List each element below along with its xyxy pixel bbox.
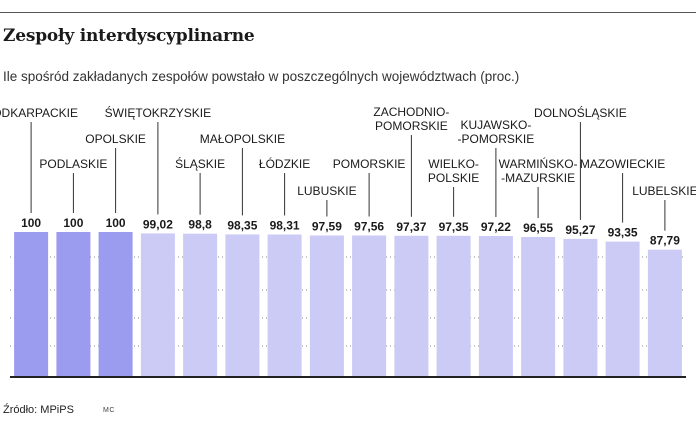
bar — [309, 235, 344, 377]
value-label: 99,02 — [143, 217, 173, 231]
bar — [98, 232, 133, 377]
value-label: 97,56 — [354, 220, 384, 234]
bar — [478, 236, 513, 377]
category-label: ŚWIĘTOKRZYSKIE — [105, 105, 211, 120]
category-label: LUBELSKIE — [632, 184, 696, 198]
category-label: -POMORSKIE — [458, 132, 535, 146]
category-label: PODLASKIE — [39, 157, 107, 171]
value-label: 97,37 — [396, 220, 426, 234]
category-label: MAZOWIECKIE — [580, 157, 665, 171]
value-label: 100 — [106, 216, 126, 230]
category-label: WARMIŃSKO- — [499, 156, 578, 171]
value-label: 87,79 — [650, 234, 680, 248]
bar — [183, 233, 218, 377]
bar — [521, 237, 556, 377]
bar — [14, 232, 49, 377]
value-label: 97,35 — [439, 220, 469, 234]
bar — [436, 235, 471, 377]
author-credit: MC — [103, 407, 115, 414]
bar — [56, 232, 91, 377]
category-label: -MAZURSKIE — [501, 171, 575, 185]
category-label: ZACHODNIO- — [373, 105, 449, 119]
bar — [605, 241, 640, 377]
value-label: 96,55 — [523, 221, 553, 235]
category-label: ŚLĄSKIE — [175, 156, 225, 171]
top-rule — [0, 12, 696, 13]
value-label: 100 — [63, 216, 83, 230]
leader-lines — [30, 122, 666, 231]
bar — [267, 234, 302, 377]
value-labels: 100 100 100 99,02 98,8 98,35 98,31 97,59 97,56 97… — [21, 216, 680, 248]
category-label: LUBUSKIE — [297, 184, 356, 198]
category-label: POMORSKIE — [333, 157, 406, 171]
value-label: 93,35 — [608, 226, 638, 240]
bar — [394, 235, 429, 377]
category-label: WIELKO- — [428, 157, 479, 171]
value-label: 97,59 — [312, 220, 342, 234]
bar — [225, 234, 260, 377]
value-label: 95,27 — [565, 223, 595, 237]
category-label: DOLNOŚLĄSKIE — [534, 105, 627, 120]
bar — [140, 233, 175, 377]
value-label: 97,22 — [481, 220, 511, 234]
category-label: ŁÓDZKIE — [259, 156, 310, 171]
value-label: 98,35 — [227, 218, 257, 232]
category-label: POMORSKIE — [375, 119, 448, 133]
category-label: KUJAWSKO- — [460, 118, 531, 132]
bar — [647, 249, 682, 377]
value-label: 98,8 — [188, 218, 212, 232]
category-label: OPOLSKIE — [85, 132, 146, 146]
bars — [14, 232, 682, 377]
category-label: MAŁOPOLSKIE — [200, 132, 285, 146]
category-label: POLSKIE — [428, 171, 479, 185]
source-note: Źródło: MPiPS — [3, 404, 74, 416]
chart-subtitle: Ile spośród zakładanych zespołów powstał… — [3, 69, 520, 84]
value-label: 100 — [21, 216, 41, 230]
chart-title: Zespoły interdyscyplinarne — [3, 26, 255, 46]
bar — [563, 238, 598, 377]
category-label: PODKARPACKIE — [0, 106, 78, 120]
bar — [352, 235, 387, 377]
value-label: 98,31 — [270, 219, 300, 233]
category-labels: PODKARPACKIE PODLASKIE OPOLSKIE ŚWIĘTOKRZYS… — [0, 105, 696, 198]
